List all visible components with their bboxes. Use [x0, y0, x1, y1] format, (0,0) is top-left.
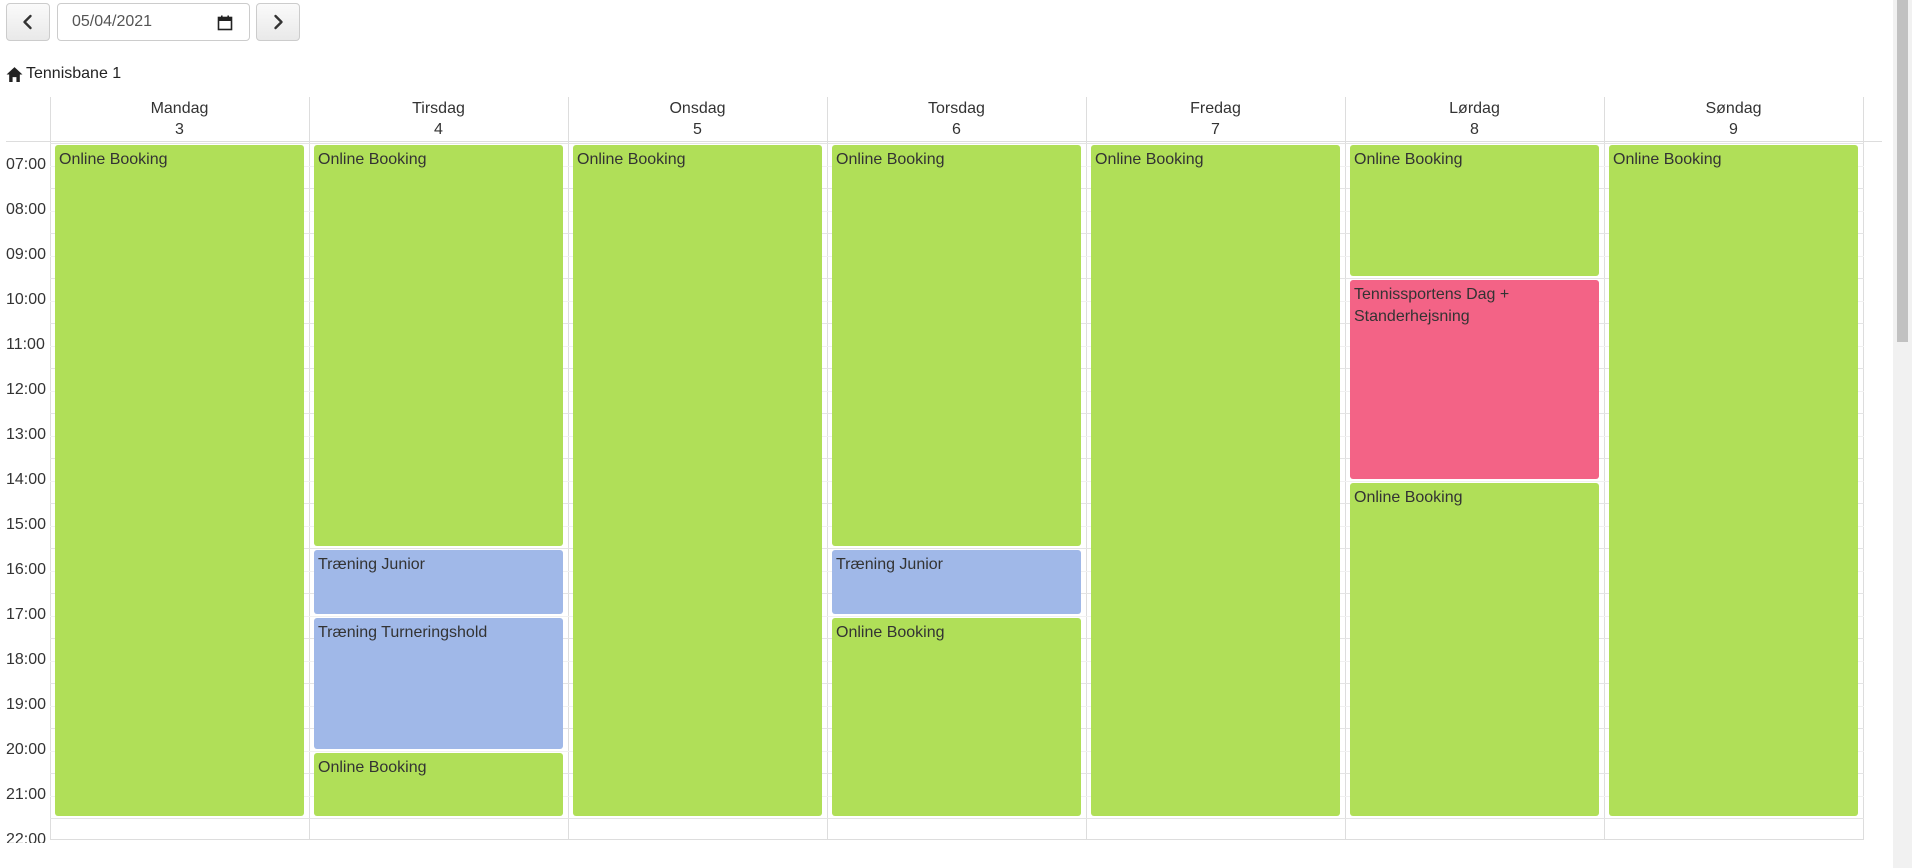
day-number: 6 [952, 121, 961, 138]
time-label: 12:00 [6, 381, 47, 398]
day-name: Onsdag [669, 100, 726, 117]
event-block[interactable]: Online Booking [1350, 145, 1599, 276]
event-block[interactable]: Online Booking [1609, 145, 1858, 816]
time-label: 11:00 [6, 336, 45, 353]
date-input[interactable] [72, 13, 212, 31]
previous-week-button[interactable] [6, 3, 50, 41]
event-block[interactable]: Tennissportens Dag + Standerhejsning [1350, 280, 1599, 479]
day-number: 5 [693, 121, 702, 138]
event-block[interactable]: Træning Junior [314, 550, 563, 614]
column-divider [568, 97, 569, 840]
event-block[interactable]: Online Booking [314, 145, 563, 546]
column-divider [1086, 97, 1087, 840]
event-block[interactable]: Online Booking [314, 752, 563, 816]
event-title: Online Booking [1354, 488, 1463, 506]
time-label: 18:00 [6, 651, 47, 668]
time-label: 10:00 [6, 291, 47, 308]
column-divider [827, 97, 828, 840]
event-title: Online Booking [318, 151, 427, 168]
hour-line [50, 143, 1864, 144]
day-header-1: Tirsdag 4 [309, 97, 568, 142]
day-number: 4 [434, 121, 443, 138]
event-title: Online Booking [318, 758, 427, 776]
day-name: Tirsdag [412, 100, 465, 117]
chevron-right-icon [274, 14, 283, 30]
chevron-left-icon [23, 14, 32, 30]
day-name: Fredag [1190, 100, 1241, 117]
event-title: Online Booking [1354, 151, 1463, 168]
time-label: 21:00 [6, 786, 47, 803]
day-number: 9 [1729, 121, 1738, 138]
day-name: Lørdag [1449, 100, 1500, 117]
event-block[interactable]: Online Booking [1350, 482, 1599, 816]
event-title: Online Booking [577, 151, 686, 168]
day-header-2: Onsdag 5 [568, 97, 827, 142]
resource-label: Tennisbane 1 [6, 65, 121, 83]
header-divider [6, 141, 1882, 142]
time-label: 09:00 [6, 246, 47, 263]
home-icon [6, 66, 23, 82]
date-picker[interactable] [57, 3, 250, 41]
column-divider [50, 97, 51, 840]
event-block[interactable]: Online Booking [55, 145, 304, 816]
time-label: 22:00 [6, 831, 47, 843]
day-name: Mandag [150, 100, 209, 117]
time-label: 08:00 [6, 201, 47, 218]
time-label: 20:00 [6, 741, 47, 758]
time-label: 15:00 [6, 516, 47, 533]
day-name: Søndag [1705, 100, 1762, 117]
time-label: 16:00 [6, 561, 47, 578]
hour-line [50, 818, 1864, 819]
hour-line [50, 548, 1864, 549]
event-title: Online Booking [1095, 151, 1204, 168]
column-divider [1345, 97, 1346, 840]
day-number: 3 [175, 121, 184, 138]
time-label: 13:00 [6, 426, 47, 443]
event-block[interactable]: Online Booking [832, 145, 1081, 546]
event-title: Online Booking [836, 151, 945, 168]
resource-name: Tennisbane 1 [26, 65, 122, 82]
page-scrollbar[interactable] [1893, 0, 1912, 868]
day-number: 8 [1470, 121, 1479, 138]
day-header-6: Søndag 9 [1604, 97, 1863, 142]
day-header-0: Mandag 3 [50, 97, 309, 142]
calendar-bottom-border [50, 839, 1864, 840]
scrollbar-thumb[interactable] [1897, 0, 1908, 342]
event-title: Online Booking [1613, 151, 1722, 168]
time-label: 19:00 [6, 696, 47, 713]
event-title: Træning Turneringshold [318, 623, 488, 641]
day-name: Torsdag [928, 100, 985, 117]
time-label: 14:00 [6, 471, 47, 488]
event-title: Træning Junior [836, 556, 944, 573]
event-title: Online Booking [836, 623, 945, 641]
day-number: 7 [1211, 121, 1220, 138]
week-calendar: Mandag 3 Tirsdag 4 Onsdag 5 Torsdag 6 Fredag 7 Lør… [6, 97, 1882, 843]
time-label: 17:00 [6, 606, 47, 623]
time-label: 07:00 [6, 156, 47, 173]
next-week-button[interactable] [256, 3, 300, 41]
day-header-3: Torsdag 6 [827, 97, 1086, 142]
column-divider [309, 97, 310, 840]
calendar-icon[interactable] [217, 15, 233, 31]
event-title: Tennissportens Dag + Standerhejsning [1354, 286, 1510, 325]
event-block[interactable]: Træning Turneringshold [314, 617, 563, 749]
event-title: Træning Junior [318, 556, 426, 573]
column-divider [1604, 97, 1605, 840]
half-hour-line [50, 615, 1864, 617]
event-title: Online Booking [59, 151, 168, 168]
column-divider [1863, 97, 1864, 840]
event-block[interactable]: Online Booking [832, 617, 1081, 816]
event-block[interactable]: Træning Junior [832, 550, 1081, 614]
day-header-4: Fredag 7 [1086, 97, 1345, 142]
event-block[interactable]: Online Booking [1091, 145, 1340, 816]
event-block[interactable]: Online Booking [573, 145, 822, 816]
day-header-5: Lørdag 8 [1345, 97, 1604, 142]
